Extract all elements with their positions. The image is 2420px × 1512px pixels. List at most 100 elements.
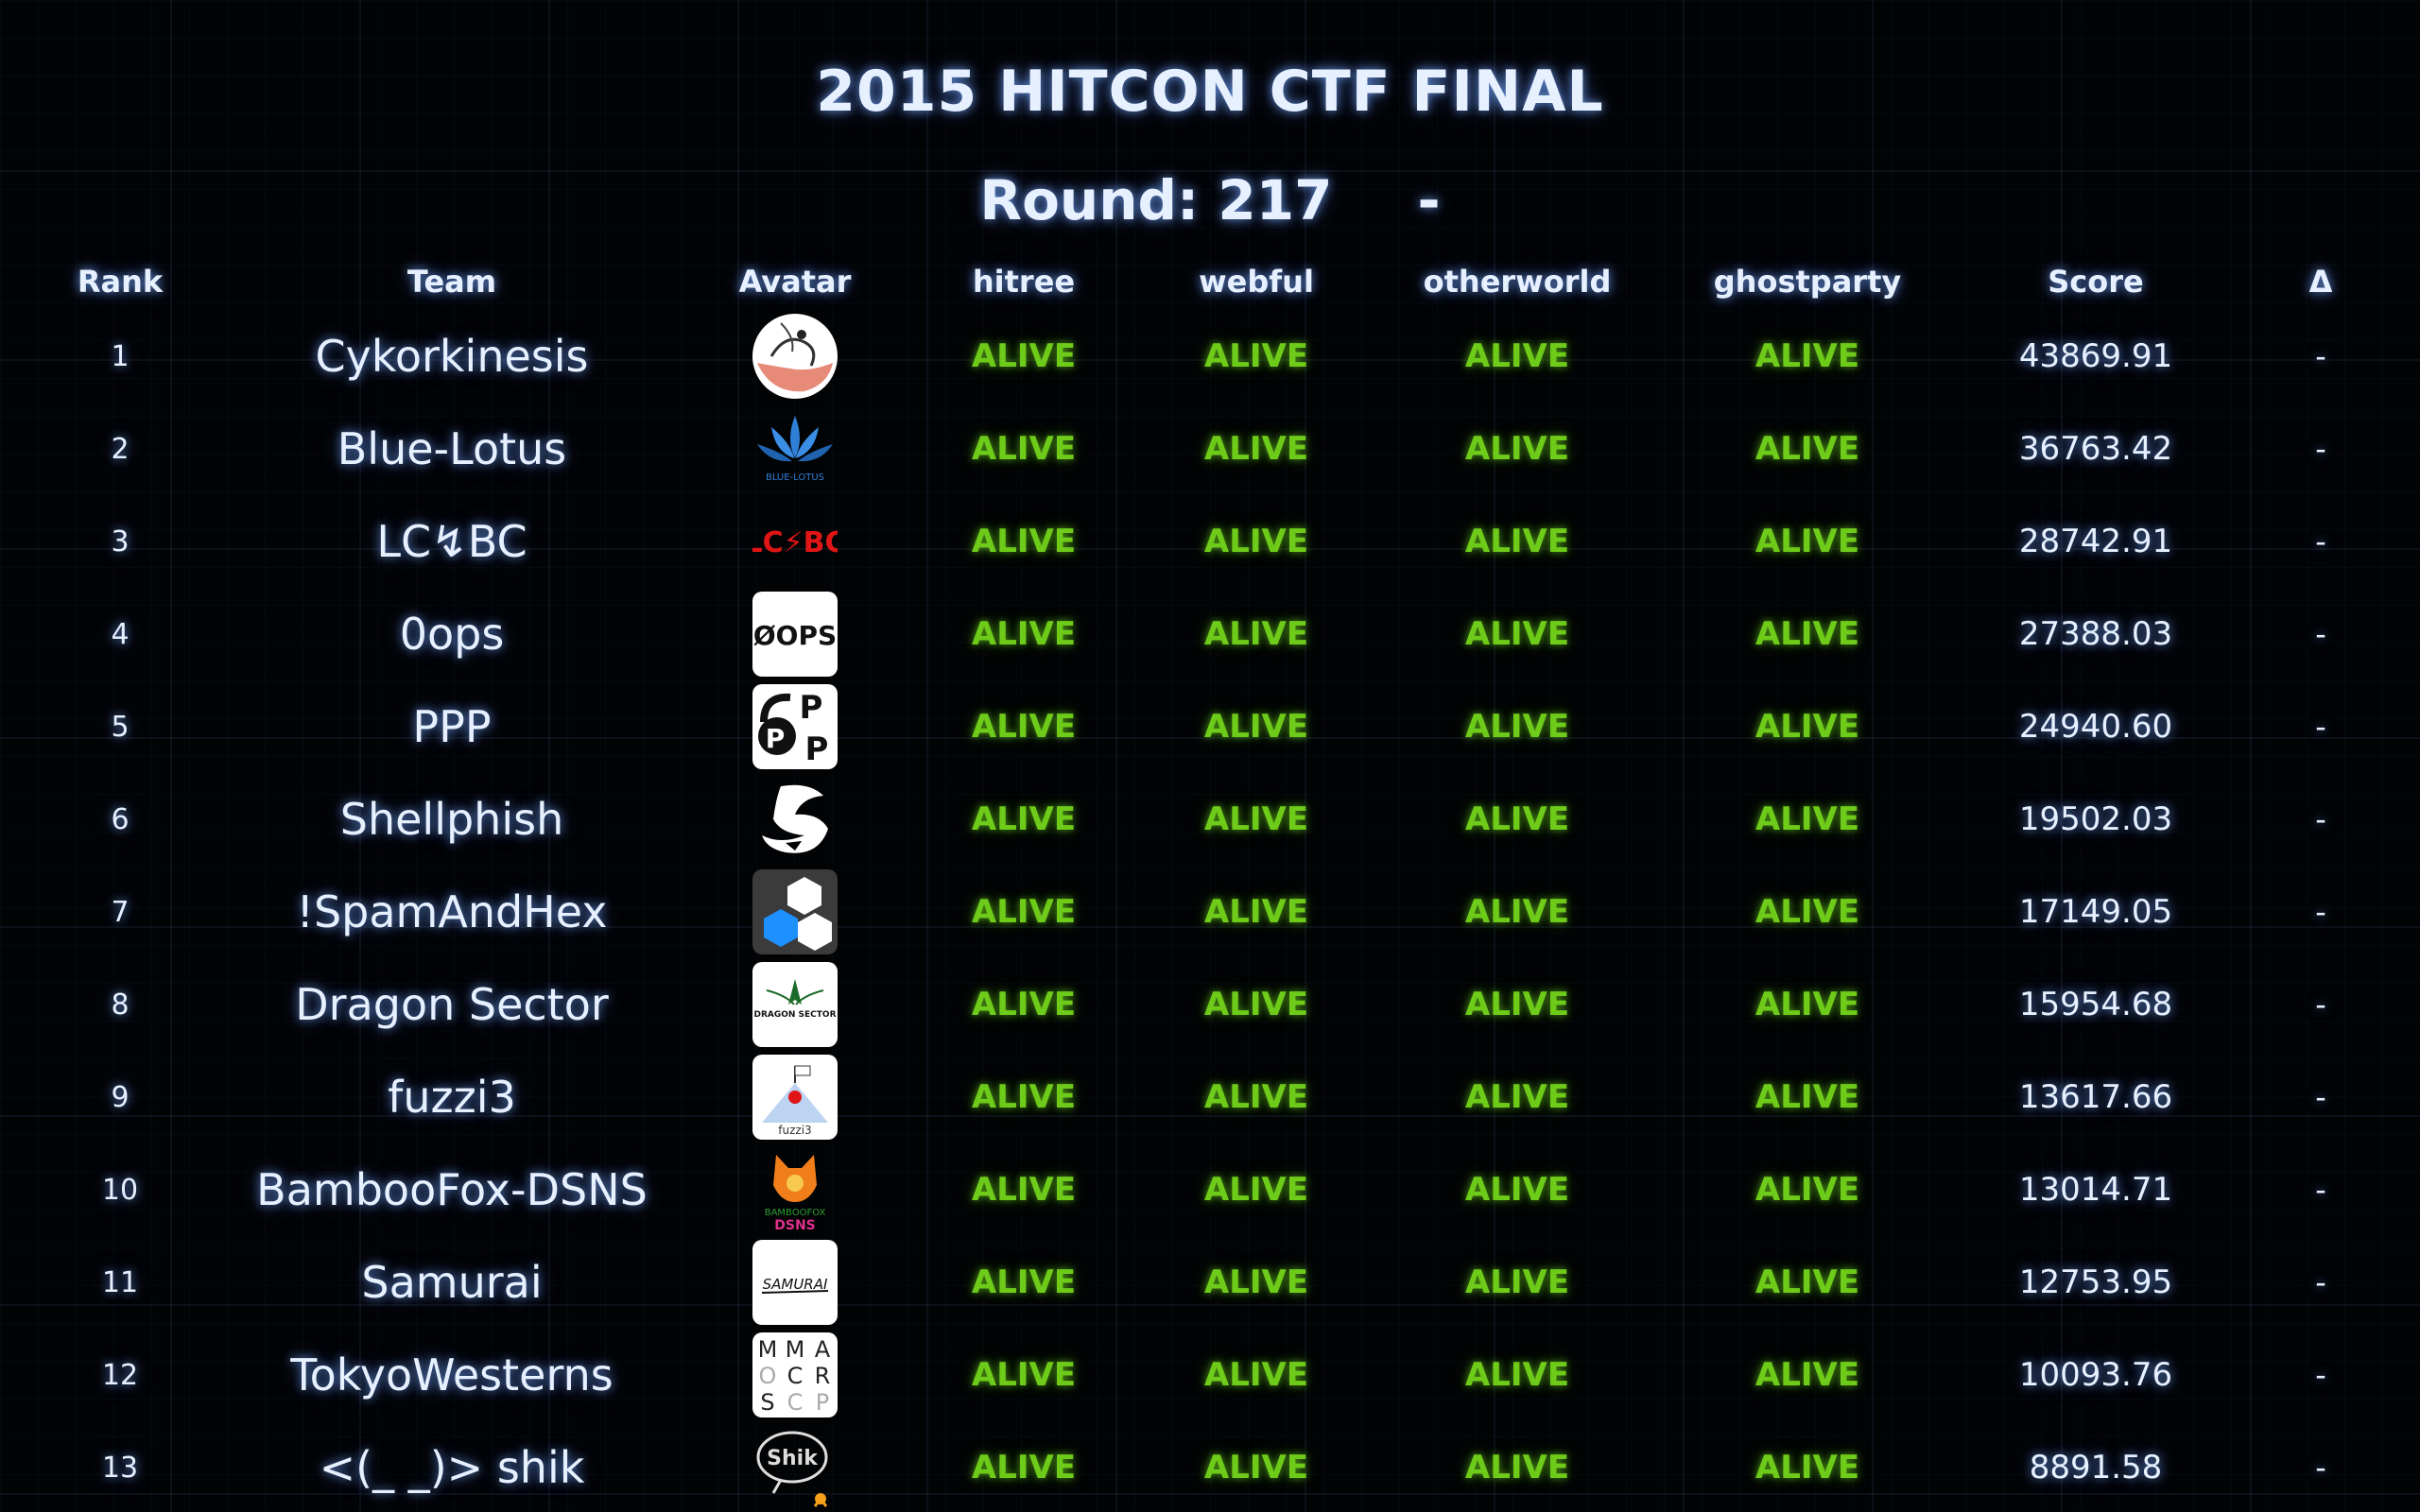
team-score-delta: - bbox=[2315, 616, 2326, 652]
service-status-webful: ALIVE bbox=[1203, 1356, 1309, 1394]
table-row: 9 fuzzi3 fuzzi3 ALIVE ALIVE ALIVE ALIVE 13617.6… bbox=[0, 1051, 2420, 1143]
team-rank: 1 bbox=[111, 339, 130, 373]
team-rank: 4 bbox=[111, 617, 130, 651]
service-status-otherworld: ALIVE bbox=[1464, 337, 1570, 375]
team-rank: 11 bbox=[101, 1265, 139, 1299]
team-score: 19502.03 bbox=[2018, 800, 2173, 838]
table-row: 4 0ops ØOPS ALIVE ALIVE ALIVE ALIVE 27388.03 - bbox=[0, 588, 2420, 680]
shark-fin-icon bbox=[752, 777, 838, 862]
service-status-ghostparty: ALIVE bbox=[1754, 1171, 1860, 1209]
service-status-webful: ALIVE bbox=[1203, 708, 1309, 746]
team-name: !SpamAndHex bbox=[296, 886, 608, 937]
service-status-hitree: ALIVE bbox=[971, 1263, 1077, 1301]
oops-logo-icon: ØOPS bbox=[752, 592, 838, 677]
round-status: - bbox=[1417, 168, 1441, 232]
column-header-otherworld: otherworld bbox=[1423, 264, 1612, 300]
svg-text:DRAGON SECTOR: DRAGON SECTOR bbox=[753, 1010, 836, 1020]
svg-text:BLUE-LOTUS: BLUE-LOTUS bbox=[766, 472, 824, 483]
team-score: 28742.91 bbox=[2018, 523, 2173, 560]
team-score-delta: - bbox=[2315, 1264, 2326, 1300]
service-status-hitree: ALIVE bbox=[971, 523, 1077, 560]
table-row: 8 Dragon Sector DRAGON SECTOR ALIVE ALIVE ALI… bbox=[0, 958, 2420, 1051]
round-indicator: Round: 217 - bbox=[0, 168, 2420, 232]
svg-text:C: C bbox=[787, 1389, 804, 1416]
scoreboard-table: Rank Team Avatar hitree webful otherworl… bbox=[0, 253, 2420, 1512]
team-avatar: BLUE-LOTUS bbox=[738, 403, 852, 495]
team-score: 24940.60 bbox=[2018, 708, 2173, 746]
team-score-delta: - bbox=[2315, 1172, 2326, 1208]
table-row: 2 Blue-Lotus BLUE-LOTUS ALIVE ALIVE ALIVE ALIV… bbox=[0, 403, 2420, 495]
service-status-ghostparty: ALIVE bbox=[1754, 1263, 1860, 1301]
team-score-delta: - bbox=[2315, 1450, 2326, 1486]
table-row: 7 !SpamAndHex ALIVE ALIVE ALIVE ALIVE 17149.05… bbox=[0, 866, 2420, 958]
team-score: 8891.58 bbox=[2029, 1449, 2163, 1486]
team-rank: 9 bbox=[111, 1080, 130, 1114]
team-rank: 8 bbox=[111, 988, 130, 1022]
team-score: 12753.95 bbox=[2018, 1263, 2173, 1301]
svg-text:ØOPS: ØOPS bbox=[753, 620, 837, 651]
team-score: 10093.76 bbox=[2018, 1356, 2173, 1394]
lcbc-logo-icon: LC⚡BC bbox=[752, 499, 838, 584]
table-header-row: Rank Team Avatar hitree webful otherworl… bbox=[0, 253, 2420, 310]
table-row: 11 Samurai SAMURAI ALIVE ALIVE ALIVE ALIVE 1275… bbox=[0, 1236, 2420, 1329]
column-header-delta: Δ bbox=[2308, 264, 2333, 300]
table-row: 12 TokyoWesterns M M A O C R S C P ALIVE ALIVE ALIVE A… bbox=[0, 1329, 2420, 1421]
team-avatar bbox=[738, 773, 852, 866]
service-status-hitree: ALIVE bbox=[971, 430, 1077, 468]
samurai-logo-icon: SAMURAI bbox=[752, 1240, 838, 1325]
lotus-flower-icon: BLUE-LOTUS bbox=[752, 406, 838, 491]
team-name: Dragon Sector bbox=[295, 979, 609, 1030]
svg-text:SAMURAI: SAMURAI bbox=[763, 1276, 828, 1293]
team-name: <(_ _)> shik bbox=[319, 1442, 585, 1493]
scoreboard-rows: 1 Cykorkinesis ALIVE ALIVE ALIVE ALIVE 43869.9… bbox=[0, 310, 2420, 1512]
team-avatar: BAMBOOFOX DSNS bbox=[738, 1143, 852, 1236]
service-status-otherworld: ALIVE bbox=[1464, 1356, 1570, 1394]
team-rank: 5 bbox=[111, 710, 130, 744]
team-score-delta: - bbox=[2315, 338, 2326, 374]
service-status-hitree: ALIVE bbox=[971, 1449, 1077, 1486]
team-avatar: SAMURAI bbox=[738, 1236, 852, 1329]
service-status-otherworld: ALIVE bbox=[1464, 708, 1570, 746]
service-status-webful: ALIVE bbox=[1203, 800, 1309, 838]
shik-doodle-icon: Shik bbox=[752, 1425, 838, 1510]
team-score-delta: - bbox=[2315, 1357, 2326, 1393]
column-header-webful: webful bbox=[1199, 264, 1314, 300]
service-status-hitree: ALIVE bbox=[971, 1171, 1077, 1209]
service-status-otherworld: ALIVE bbox=[1464, 893, 1570, 931]
service-status-hitree: ALIVE bbox=[971, 615, 1077, 653]
service-status-webful: ALIVE bbox=[1203, 893, 1309, 931]
service-status-hitree: ALIVE bbox=[971, 1356, 1077, 1394]
svg-text:fuzzi3: fuzzi3 bbox=[778, 1124, 811, 1137]
service-status-otherworld: ALIVE bbox=[1464, 1171, 1570, 1209]
hexagons-icon bbox=[752, 869, 838, 954]
svg-text:LC⚡BC: LC⚡BC bbox=[752, 526, 838, 559]
team-name: Cykorkinesis bbox=[315, 331, 589, 382]
dragon-sector-icon: DRAGON SECTOR bbox=[752, 962, 838, 1047]
service-status-webful: ALIVE bbox=[1203, 523, 1309, 560]
table-row: 1 Cykorkinesis ALIVE ALIVE ALIVE ALIVE 43869.9… bbox=[0, 310, 2420, 403]
service-status-ghostparty: ALIVE bbox=[1754, 1449, 1860, 1486]
team-score-delta: - bbox=[2315, 1079, 2326, 1115]
team-rank: 6 bbox=[111, 802, 130, 836]
team-score: 13617.66 bbox=[2018, 1078, 2173, 1116]
team-score-delta: - bbox=[2315, 801, 2326, 837]
service-status-webful: ALIVE bbox=[1203, 615, 1309, 653]
svg-text:P: P bbox=[805, 730, 829, 768]
service-status-ghostparty: ALIVE bbox=[1754, 986, 1860, 1023]
cykor-avatar-icon bbox=[752, 314, 838, 399]
service-status-webful: ALIVE bbox=[1203, 337, 1309, 375]
service-status-hitree: ALIVE bbox=[971, 800, 1077, 838]
service-status-ghostparty: ALIVE bbox=[1754, 800, 1860, 838]
svg-text:P: P bbox=[766, 723, 786, 754]
service-status-otherworld: ALIVE bbox=[1464, 986, 1570, 1023]
team-score-delta: - bbox=[2315, 894, 2326, 930]
team-avatar: Shik bbox=[738, 1421, 852, 1512]
svg-text:M: M bbox=[758, 1336, 778, 1363]
page-title: 2015 HITCON CTF FINAL bbox=[816, 59, 1604, 125]
team-score-delta: - bbox=[2315, 431, 2326, 467]
service-status-webful: ALIVE bbox=[1203, 1171, 1309, 1209]
service-status-ghostparty: ALIVE bbox=[1754, 615, 1860, 653]
column-header-team: Team bbox=[406, 264, 497, 300]
